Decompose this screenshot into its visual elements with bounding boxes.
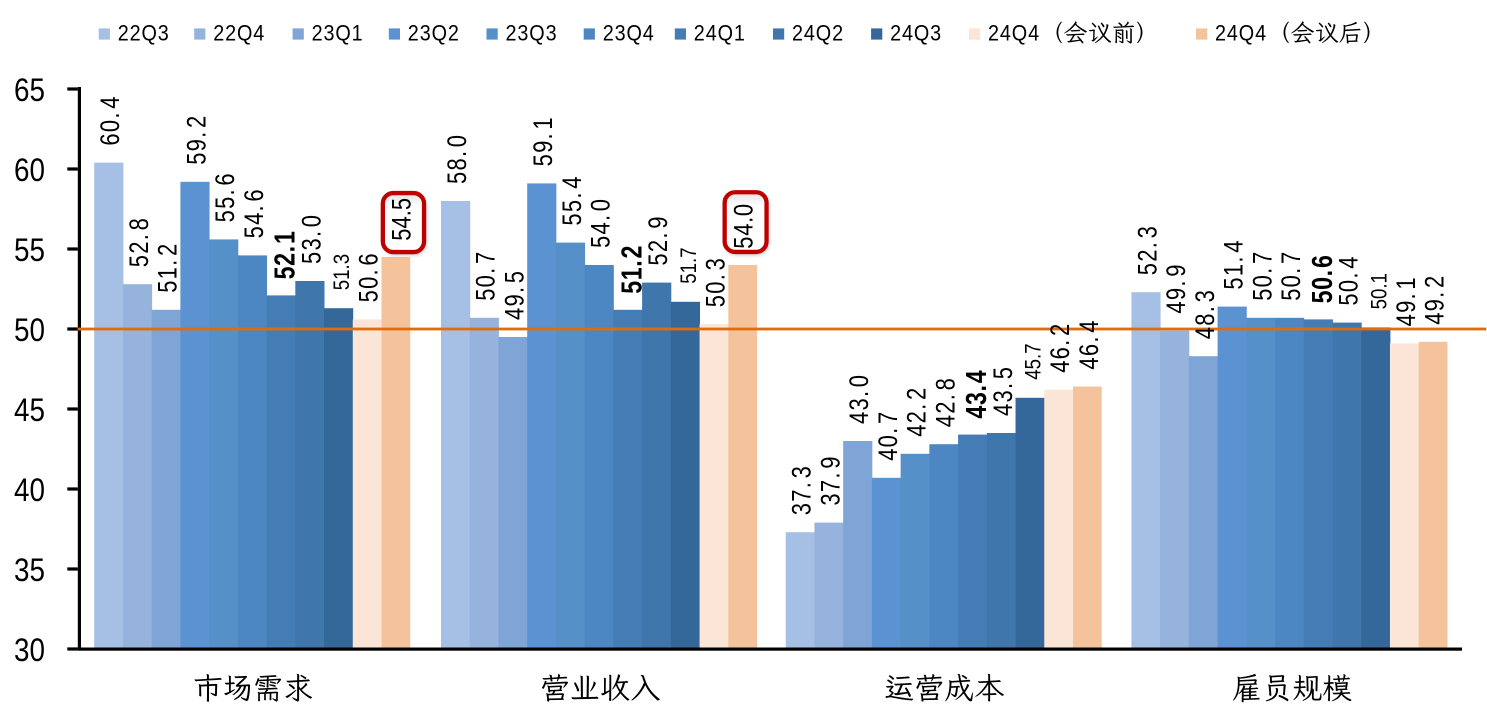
- svg-text:55.4: 55.4: [558, 175, 587, 225]
- svg-text:49.2: 49.2: [1421, 275, 1450, 325]
- svg-text:46.4: 46.4: [1075, 319, 1104, 369]
- svg-text:43.5: 43.5: [989, 366, 1018, 416]
- svg-text:59.1: 59.1: [529, 116, 558, 166]
- svg-text:35: 35: [14, 553, 45, 588]
- svg-text:49.1: 49.1: [1392, 276, 1421, 326]
- svg-text:22Q4: 22Q4: [213, 21, 265, 45]
- svg-text:48.3: 48.3: [1191, 289, 1220, 339]
- svg-text:45: 45: [14, 393, 45, 428]
- svg-text:50.4: 50.4: [1335, 255, 1364, 305]
- svg-text:23Q2: 23Q2: [408, 21, 460, 45]
- svg-text:55.6: 55.6: [211, 172, 240, 222]
- svg-text:45.7: 45.7: [1021, 343, 1046, 379]
- svg-text:37.3: 37.3: [788, 465, 817, 515]
- svg-text:51.3: 51.3: [330, 254, 355, 290]
- svg-text:46.2: 46.2: [1046, 323, 1075, 373]
- svg-text:24Q3: 24Q3: [890, 21, 942, 45]
- svg-text:51.2: 51.2: [615, 245, 648, 294]
- svg-text:58.0: 58.0: [443, 134, 472, 184]
- svg-text:50.7: 50.7: [472, 251, 501, 301]
- svg-text:52.9: 52.9: [644, 215, 673, 265]
- svg-text:23Q1: 23Q1: [312, 21, 364, 45]
- svg-text:43.0: 43.0: [845, 374, 874, 424]
- svg-text:50: 50: [14, 313, 45, 348]
- svg-text:42.2: 42.2: [903, 387, 932, 437]
- svg-text:60.4: 60.4: [96, 95, 125, 145]
- svg-text:42.8: 42.8: [931, 377, 960, 427]
- svg-text:65: 65: [14, 73, 45, 108]
- svg-text:43.4: 43.4: [960, 370, 993, 419]
- svg-text:49.9: 49.9: [1162, 263, 1191, 313]
- svg-text:37.9: 37.9: [817, 455, 846, 505]
- svg-text:52.8: 52.8: [125, 217, 154, 267]
- svg-text:40: 40: [14, 473, 45, 508]
- svg-text:40.7: 40.7: [874, 411, 903, 461]
- svg-text:51.2: 51.2: [154, 243, 183, 293]
- svg-text:24Q4: 24Q4: [988, 21, 1040, 45]
- svg-text:24Q2: 24Q2: [792, 21, 844, 45]
- svg-text:54.0: 54.0: [729, 203, 758, 248]
- svg-text:50.6: 50.6: [1305, 254, 1338, 303]
- svg-text:24Q1: 24Q1: [694, 21, 746, 45]
- svg-text:52.1: 52.1: [268, 230, 301, 279]
- svg-text:52.3: 52.3: [1134, 225, 1163, 275]
- svg-text:50.1: 50.1: [1367, 273, 1392, 309]
- svg-text:22Q3: 22Q3: [118, 21, 170, 45]
- svg-text:24Q4: 24Q4: [1215, 21, 1267, 45]
- svg-text:60: 60: [14, 153, 45, 188]
- svg-text:59.2: 59.2: [182, 115, 211, 165]
- svg-text:54.0: 54.0: [587, 198, 616, 248]
- svg-text:23Q4: 23Q4: [603, 21, 655, 45]
- svg-text:54.6: 54.6: [240, 188, 269, 238]
- svg-text:49.5: 49.5: [501, 270, 530, 320]
- svg-text:30: 30: [14, 633, 45, 668]
- svg-text:50.3: 50.3: [702, 257, 731, 307]
- svg-text:51.7: 51.7: [676, 247, 701, 283]
- svg-text:50.7: 50.7: [1248, 251, 1277, 301]
- svg-text:54.5: 54.5: [387, 198, 416, 241]
- svg-text:53.0: 53.0: [297, 214, 326, 264]
- svg-text:51.4: 51.4: [1220, 239, 1249, 289]
- svg-text:50.6: 50.6: [355, 252, 384, 302]
- svg-text:23Q3: 23Q3: [506, 21, 558, 45]
- svg-text:55: 55: [14, 233, 45, 268]
- svg-text:50.7: 50.7: [1277, 251, 1306, 301]
